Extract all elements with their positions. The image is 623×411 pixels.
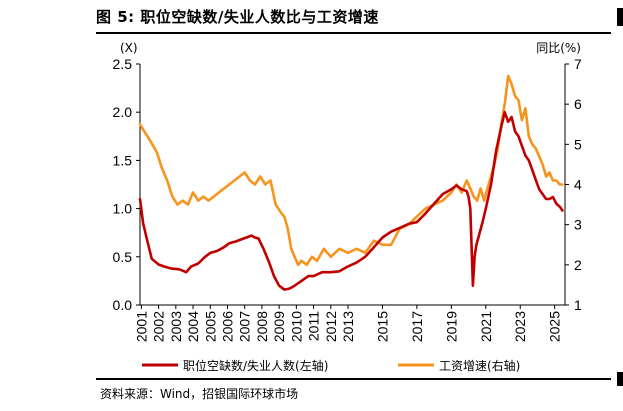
right-tick-label: 5 — [574, 136, 582, 152]
source-note: 资料来源：Wind，招银国际环球市场 — [100, 387, 299, 401]
x-tick-label: 2007 — [237, 311, 253, 342]
left-tick-label: 2.5 — [113, 56, 133, 72]
right-axis-unit: 同比(%) — [536, 41, 581, 55]
x-tick-label: 2005 — [202, 311, 218, 342]
right-tick-label: 6 — [574, 96, 582, 112]
x-tick-label: 2006 — [219, 311, 235, 342]
ratio-series-line — [138, 110, 564, 291]
legend-ratio-label: 职位空缺数/失业人数(左轴) — [183, 358, 328, 373]
left-tick-label: 2.0 — [113, 104, 133, 120]
legend-wage-label: 工资增速(右轴) — [439, 358, 520, 373]
chart-title: 图 5: 职位空缺数/失业人数比与工资增速 — [96, 8, 379, 26]
x-tick-label: 2009 — [271, 311, 287, 342]
x-tick-label: 2010 — [288, 311, 304, 342]
x-tick-label: 2023 — [512, 311, 528, 342]
series-lines — [138, 74, 564, 291]
x-tick-label: 2012 — [323, 311, 339, 342]
right-tick-label: 4 — [574, 177, 582, 193]
left-tick-label: 1.0 — [113, 201, 133, 217]
x-tick-label: 2013 — [340, 311, 356, 342]
neighbor-panel-edge — [617, 8, 623, 26]
x-tick-label: 2017 — [409, 311, 425, 342]
x-tick-label: 2025 — [547, 311, 563, 342]
x-tick-label: 2015 — [374, 311, 390, 342]
right-tick-label: 7 — [574, 56, 582, 72]
x-tick-label: 2008 — [254, 311, 270, 342]
x-tick-label: 2011 — [306, 311, 322, 341]
left-tick-label: 1.5 — [113, 152, 133, 168]
x-tick-label: 2004 — [185, 311, 201, 342]
left-axis-unit: (X) — [120, 41, 138, 55]
wage-series-line — [138, 74, 564, 267]
right-tick-label: 3 — [574, 217, 582, 233]
x-tick-label: 2003 — [168, 311, 184, 342]
neighbor-panel-edge-bottom — [617, 372, 623, 386]
x-tick-label: 2001 — [133, 311, 149, 342]
left-tick-label: 0.5 — [113, 249, 133, 265]
left-tick-label: 0.0 — [113, 297, 133, 313]
right-tick-label: 2 — [574, 257, 582, 273]
title-rule — [96, 32, 611, 34]
x-tick-label: 2019 — [443, 311, 459, 342]
legend: 职位空缺数/失业人数(左轴) 工资增速(右轴) — [142, 358, 520, 373]
footer-rule — [96, 378, 611, 380]
x-tick-label: 2002 — [151, 311, 167, 342]
right-tick-label: 1 — [574, 297, 582, 313]
x-tick-label: 2021 — [478, 311, 494, 342]
